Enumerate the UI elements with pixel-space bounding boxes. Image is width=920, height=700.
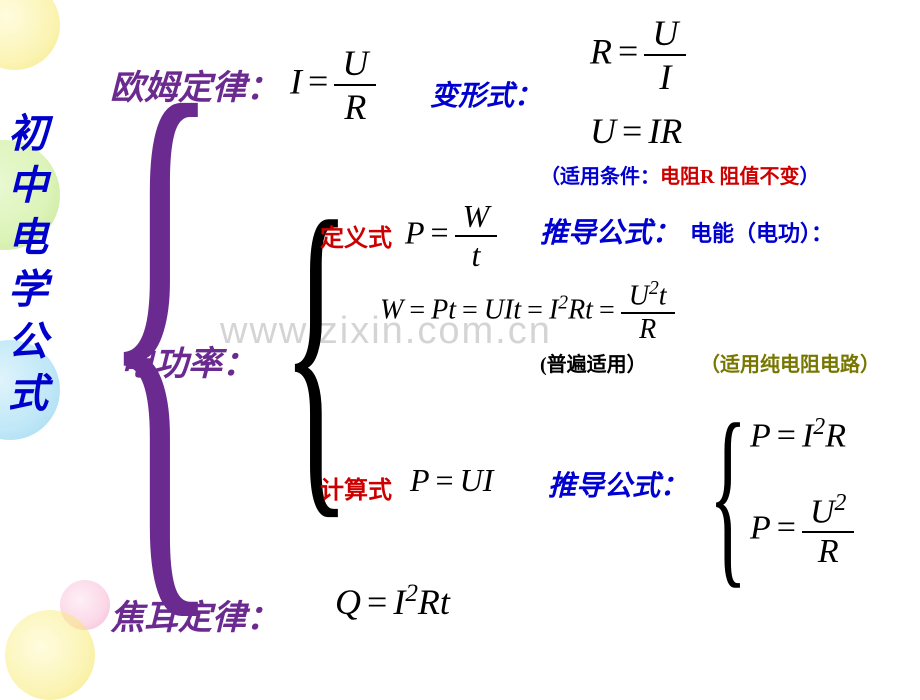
power-derive-a: P=I2R <box>750 414 846 455</box>
joule-formula: Q=I2Rt <box>335 580 450 623</box>
power-derive-b: P=U2R <box>750 490 854 571</box>
power-calc-label: 计算式 <box>320 470 392 505</box>
ohm-transform1: R=UI <box>590 12 686 98</box>
balloon-yellow-top <box>0 0 60 70</box>
ohm-row: 欧姆定律： <box>110 60 280 109</box>
ohm-label: 欧姆定律： <box>110 70 280 107</box>
power-derive-label: 推导公式： <box>540 211 680 251</box>
ohm-condition: （适用条件：电阻R 阻值不变） <box>540 160 819 189</box>
power-def-formula: P=Wt <box>405 198 497 274</box>
ohm-formula: I=UR <box>290 42 376 128</box>
power-note-general: (普遍适用） <box>540 348 647 377</box>
power-work-formula: W=Pt=UIt=I2Rt=U2tR <box>380 278 675 346</box>
power-derive-label2: 推导公式： <box>548 464 688 504</box>
power-calc-formula: P=UI <box>410 462 493 499</box>
main-title: 初中电学公式 <box>6 108 50 420</box>
power-def-label: 定义式 <box>320 218 392 253</box>
ohm-transform2: U=IR <box>590 110 682 152</box>
derive-brace: { <box>709 395 747 595</box>
ohm-transform-label: 变形式： <box>430 74 542 114</box>
power-note-resistive: （适用纯电阻电路） <box>700 348 880 377</box>
balloon-yellow-bottom <box>5 610 95 700</box>
joule-label: 焦耳定律： <box>110 590 280 639</box>
power-derive-note: 电能（电功）： <box>690 216 833 248</box>
power-label: 电功率： <box>120 336 256 385</box>
